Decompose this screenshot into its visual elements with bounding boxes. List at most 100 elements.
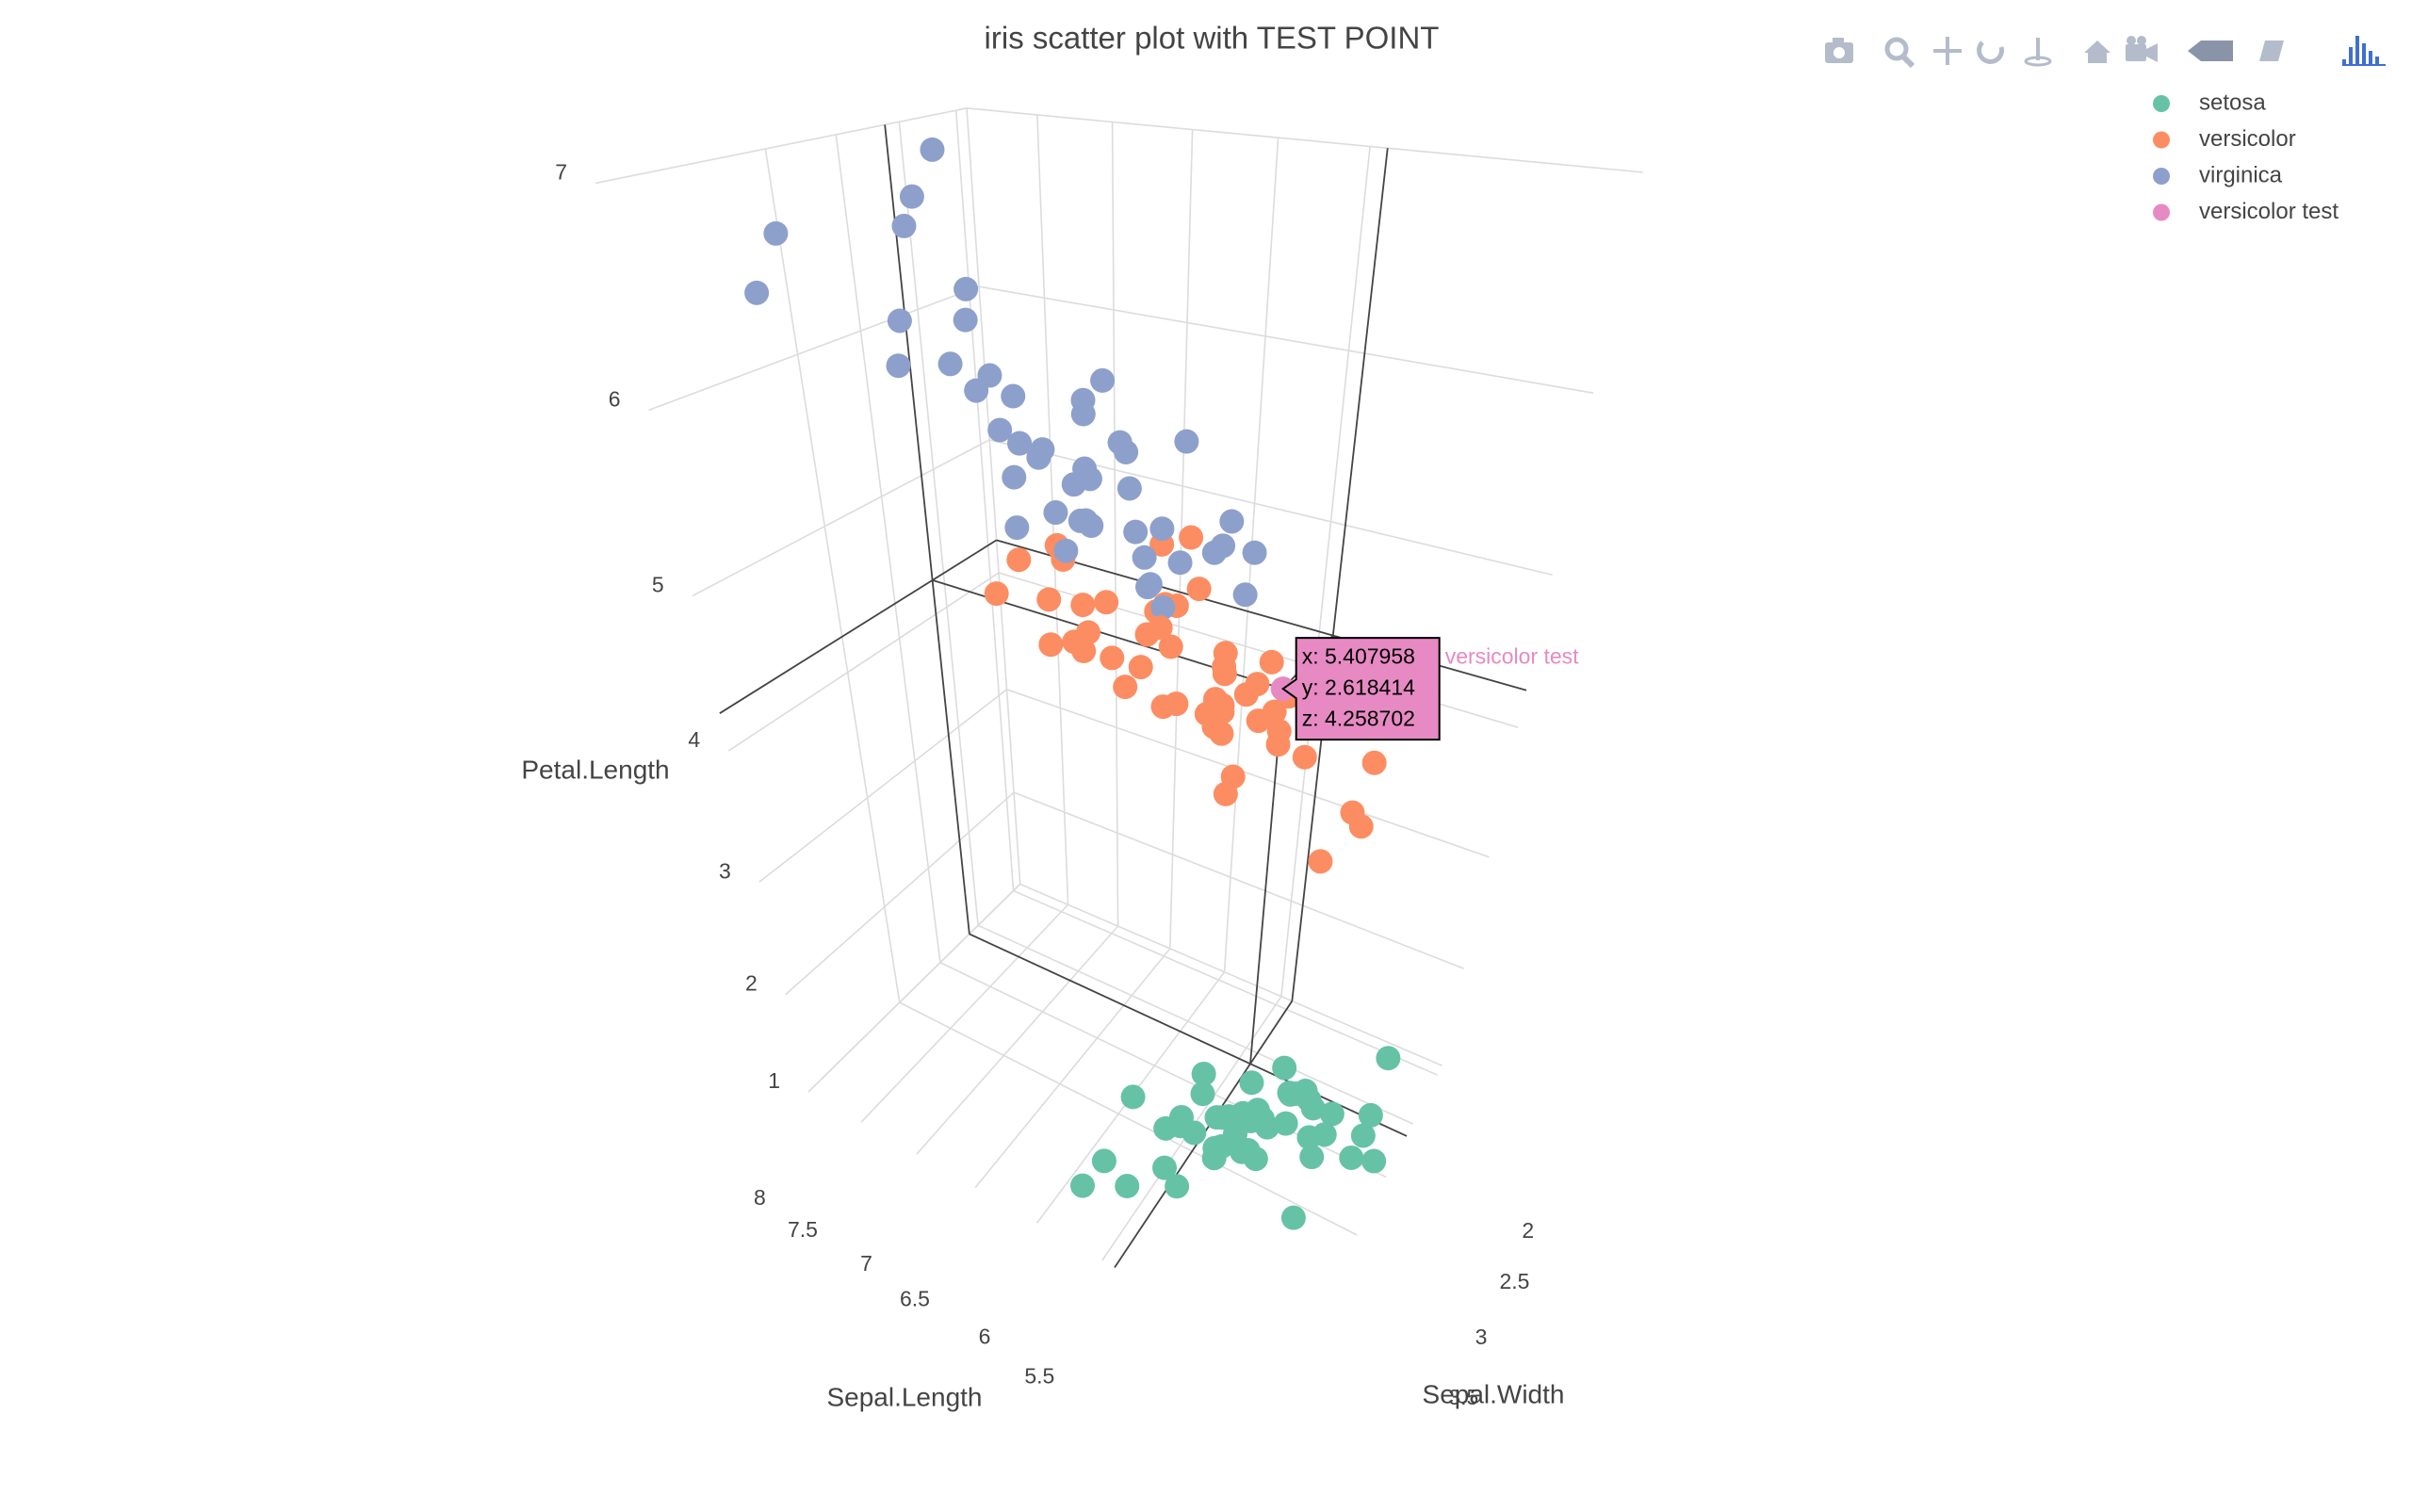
data-point xyxy=(1213,781,1238,806)
data-point xyxy=(1242,540,1267,565)
legend-label: setosa xyxy=(2199,89,2266,115)
legend-label: versicolor test xyxy=(2199,199,2339,224)
z-grid-line xyxy=(758,689,1008,883)
data-point xyxy=(1219,509,1245,534)
data-point xyxy=(1319,1101,1345,1127)
data-point xyxy=(891,213,917,238)
home-button[interactable] xyxy=(2084,41,2110,63)
x-tick-label: 7.5 xyxy=(788,1217,818,1242)
x-grid-line xyxy=(807,883,1021,1093)
data-point xyxy=(1273,1111,1298,1136)
tick-labels: 1 2 3 4 5 6 7 5.5 6 6.5 7 7.5 8 2 2.5 3 3.5 xyxy=(555,159,1534,1408)
turntable-button[interactable] xyxy=(2024,38,2052,67)
data-point xyxy=(1120,1084,1146,1110)
data-point xyxy=(1061,472,1086,497)
z-tick-label: 6 xyxy=(609,386,621,411)
scene: 1 2 3 4 5 6 7 5.5 6 6.5 7 7.5 8 2 2.5 3 3.5 xyxy=(555,107,1643,1409)
data-point xyxy=(977,363,1002,388)
x-grid-line xyxy=(1111,122,1119,927)
data-point xyxy=(920,137,945,162)
data-point xyxy=(1201,540,1227,565)
z-tick-label: 4 xyxy=(688,727,700,752)
x-grid-line xyxy=(1280,146,1371,997)
z-grid-line xyxy=(1006,689,1490,858)
y-tick-label: 3 xyxy=(1475,1325,1488,1349)
hover-name: versicolor test xyxy=(1445,643,1579,668)
data-point xyxy=(1114,439,1139,464)
data-point xyxy=(984,581,1009,607)
data-point xyxy=(1030,437,1055,463)
data-point xyxy=(1292,744,1317,770)
hover-button[interactable] xyxy=(2188,41,2233,61)
data-point xyxy=(1348,814,1374,839)
z-grid-line xyxy=(692,439,990,597)
x-tick-label: 5.5 xyxy=(1024,1364,1054,1389)
data-point xyxy=(1167,550,1193,576)
data-point xyxy=(1006,547,1032,573)
data-point xyxy=(1148,615,1173,641)
data-point xyxy=(1053,538,1079,563)
data-point xyxy=(1361,1148,1387,1174)
data-point xyxy=(1094,590,1119,615)
data-point xyxy=(1158,634,1183,659)
points xyxy=(744,137,1401,1230)
data-point xyxy=(1312,1122,1337,1147)
data-point xyxy=(1361,750,1387,775)
data-point xyxy=(1070,1173,1096,1198)
data-point xyxy=(1165,1174,1190,1199)
x-tick-label: 6 xyxy=(979,1324,991,1348)
data-point xyxy=(1280,1205,1306,1230)
z-tick-label: 7 xyxy=(555,159,567,184)
data-point xyxy=(1350,1123,1376,1148)
hover-label: x: 5.407958 y: 2.618414 z: 4.258702 versico… xyxy=(1280,637,1579,741)
modebar xyxy=(1825,36,2386,69)
y-grid-line xyxy=(764,148,901,1003)
z-tick-label: 5 xyxy=(652,573,664,597)
camera-views-button[interactable] xyxy=(2126,36,2158,62)
data-point xyxy=(1038,632,1064,658)
spikes xyxy=(719,124,1527,1269)
legend-marker xyxy=(2153,131,2170,149)
data-point xyxy=(1091,1148,1116,1174)
legend-marker xyxy=(2153,168,2170,185)
data-point xyxy=(1113,675,1138,700)
plotly-logo[interactable] xyxy=(2342,36,2386,66)
zoom-button[interactable] xyxy=(1884,37,1915,69)
camera-button[interactable] xyxy=(1825,38,1853,63)
orbit-button[interactable] xyxy=(1977,41,2004,64)
chart-title: iris scatter plot with TEST POINT xyxy=(985,21,1440,56)
x-axis-title: Sepal.Length xyxy=(826,1382,982,1411)
data-point xyxy=(1186,577,1212,602)
data-point xyxy=(763,220,789,246)
data-point xyxy=(1266,719,1292,744)
legend-marker xyxy=(2153,203,2170,221)
z-grid-line xyxy=(978,285,1594,394)
y-axis-title: Sepal.Width xyxy=(1423,1379,1565,1408)
spikes-button[interactable] xyxy=(2259,41,2284,61)
data-point xyxy=(1277,1081,1302,1106)
legend-label: virginica xyxy=(2199,162,2283,187)
spike-line xyxy=(884,124,970,935)
data-point xyxy=(1043,500,1068,526)
data-point xyxy=(987,417,1013,443)
legend-marker xyxy=(2153,95,2170,112)
data-point xyxy=(1174,429,1199,454)
x-grid-line xyxy=(916,925,1119,1155)
data-point xyxy=(744,280,770,305)
spike-line xyxy=(1291,148,1389,1001)
pan-button[interactable] xyxy=(1933,37,1962,65)
data-point xyxy=(1339,1145,1364,1170)
data-point xyxy=(1194,701,1219,726)
y-grid-line xyxy=(954,110,1015,891)
data-point xyxy=(1036,587,1062,612)
z-tick-label: 2 xyxy=(745,971,758,996)
y-tick-label: 3.5 xyxy=(1448,1385,1478,1409)
data-point xyxy=(1272,1055,1297,1081)
z-grid-line xyxy=(727,572,1000,752)
x-grid-line xyxy=(966,107,1021,885)
spike-line xyxy=(719,539,998,714)
legend: setosa versicolor virginica versicolor test xyxy=(2153,89,2339,224)
x-grid-line xyxy=(974,948,1171,1189)
data-point xyxy=(1128,655,1153,680)
